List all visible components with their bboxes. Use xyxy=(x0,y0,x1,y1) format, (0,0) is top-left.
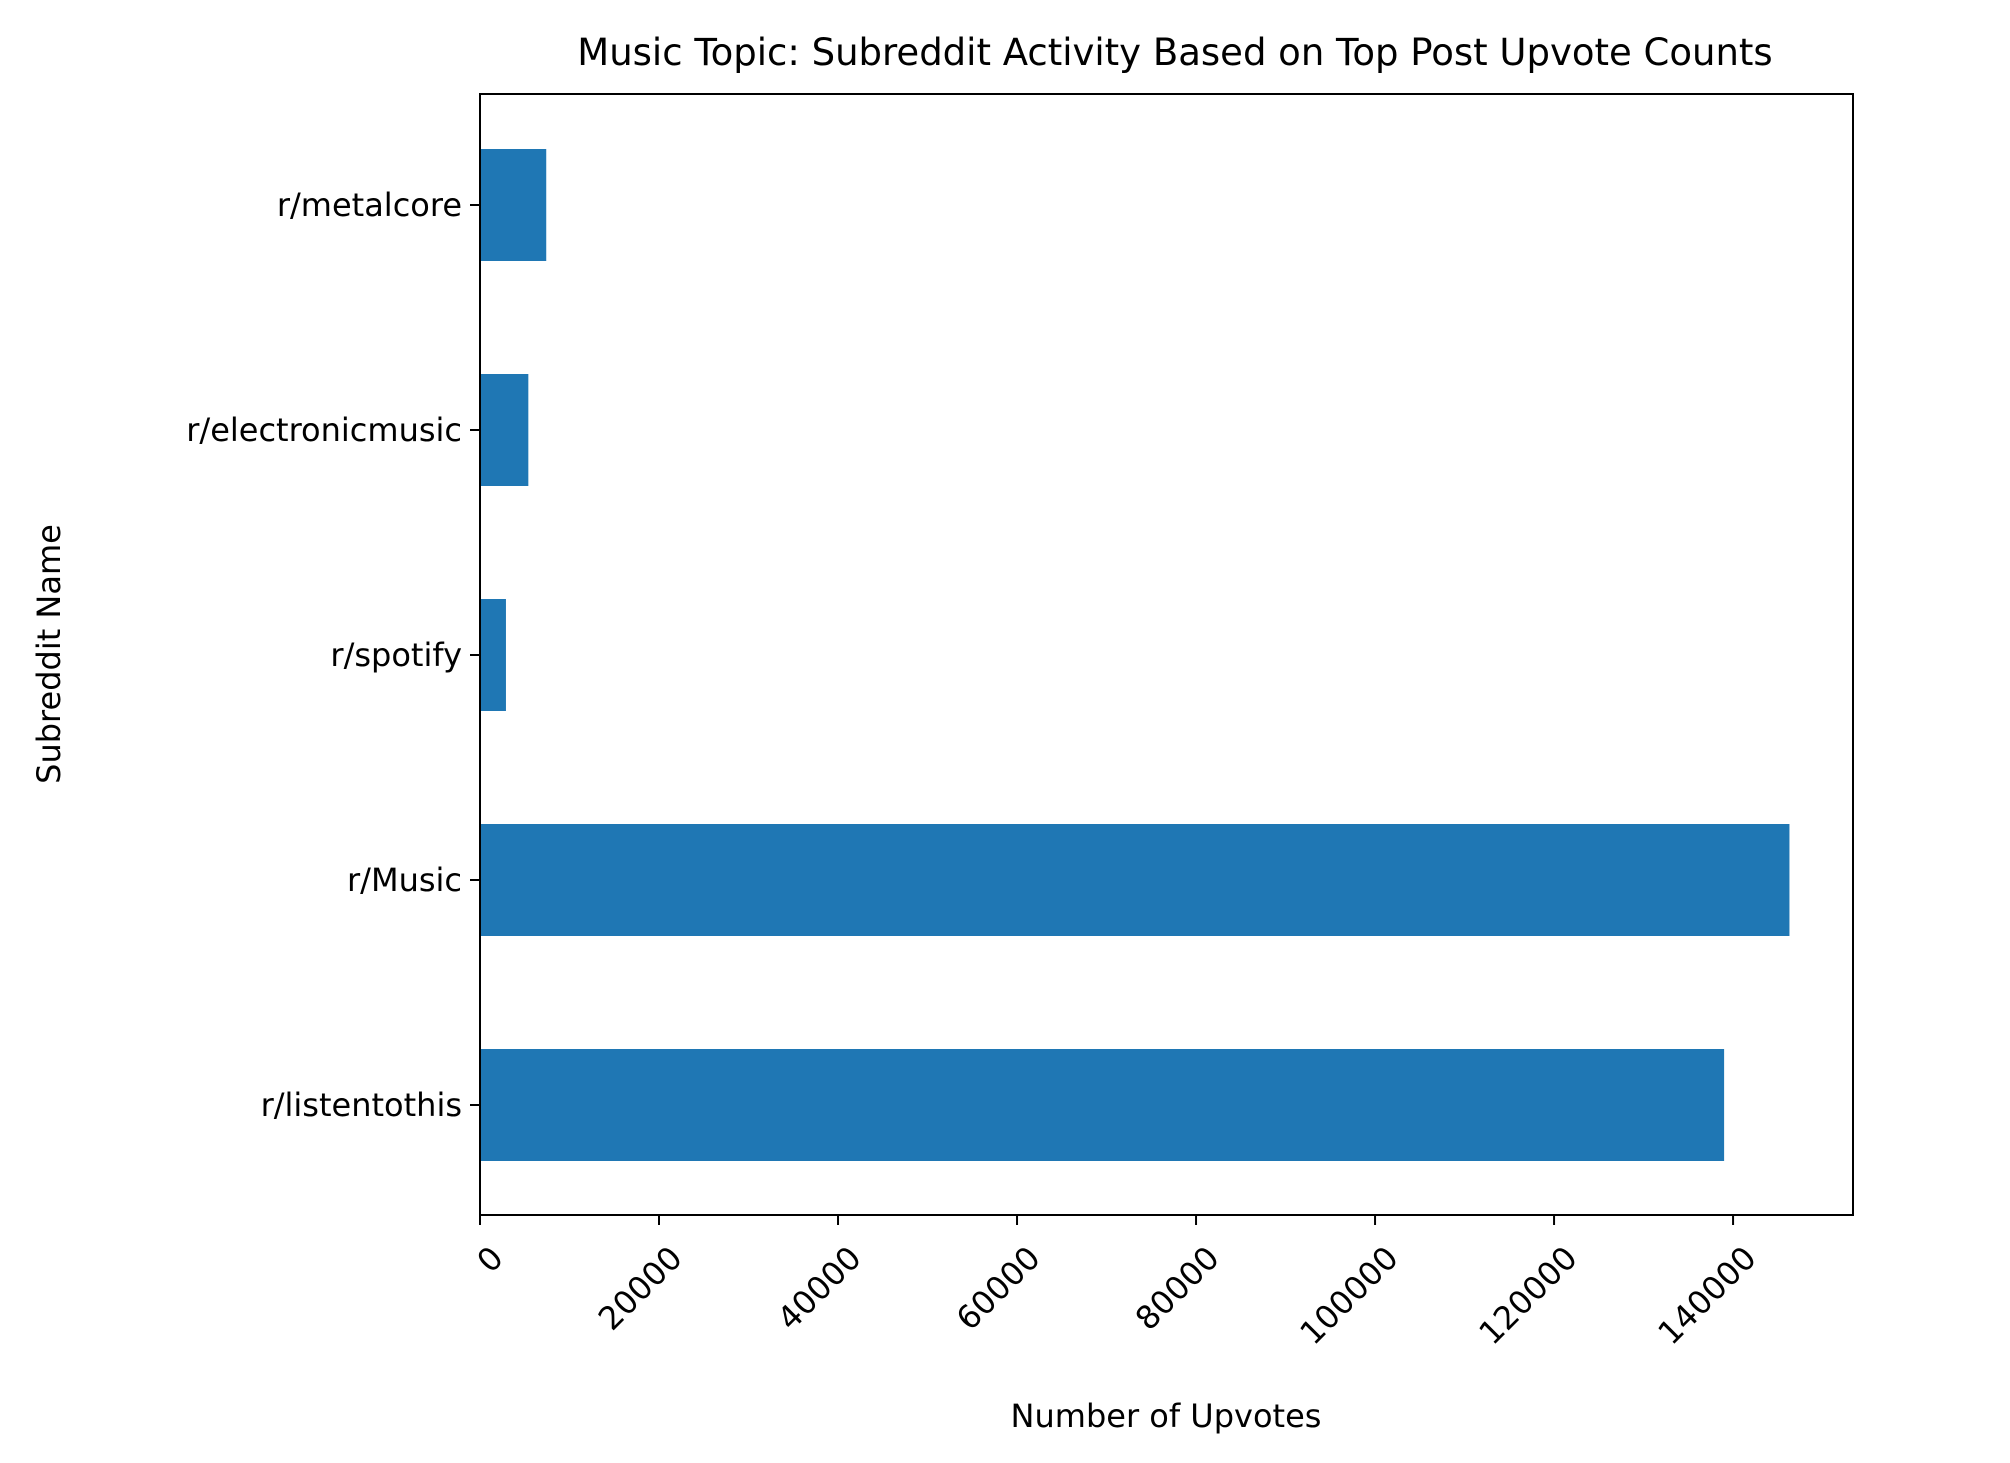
bar-r-electronicmusic xyxy=(480,374,529,486)
y-tick-label-r-listentothis: r/listentothis xyxy=(261,1086,462,1124)
x-tick-label-120000: 120000 xyxy=(1471,1239,1584,1352)
x-tick-label-140000: 140000 xyxy=(1650,1239,1763,1352)
y-tick-label-r-spotify: r/spotify xyxy=(330,636,462,674)
bar-r-listentothis xyxy=(480,1049,1725,1161)
y-tick-label-r-music: r/Music xyxy=(347,861,462,899)
x-tick-label-80000: 80000 xyxy=(1128,1239,1227,1338)
x-tick-label-0: 0 xyxy=(469,1239,510,1280)
x-tick-label-60000: 60000 xyxy=(949,1239,1048,1338)
x-tick-label-40000: 40000 xyxy=(770,1239,869,1338)
y-axis-ticks: r/listentothis r/Music r/spotify r/electron… xyxy=(186,186,480,1124)
bar-r-music xyxy=(480,824,1790,936)
bar-r-spotify xyxy=(480,599,506,711)
y-axis-label: Subreddit Name xyxy=(30,524,68,784)
x-axis-label: Number of Upvotes xyxy=(1011,1397,1322,1435)
y-tick-label-r-metalcore: r/metalcore xyxy=(277,186,462,224)
y-tick-label-r-electronicmusic: r/electronicmusic xyxy=(186,411,462,449)
bar-r-metalcore xyxy=(480,149,547,261)
x-axis-ticks: 0 20000 40000 60000 80000 100000 120000 140000 xyxy=(469,1215,1764,1352)
x-tick-label-20000: 20000 xyxy=(591,1239,690,1338)
chart-title: Music Topic: Subreddit Activity Based on… xyxy=(577,31,1772,74)
bars-group xyxy=(480,149,1790,1161)
plot-area-frame xyxy=(479,93,1854,1216)
x-tick-label-100000: 100000 xyxy=(1292,1239,1405,1352)
